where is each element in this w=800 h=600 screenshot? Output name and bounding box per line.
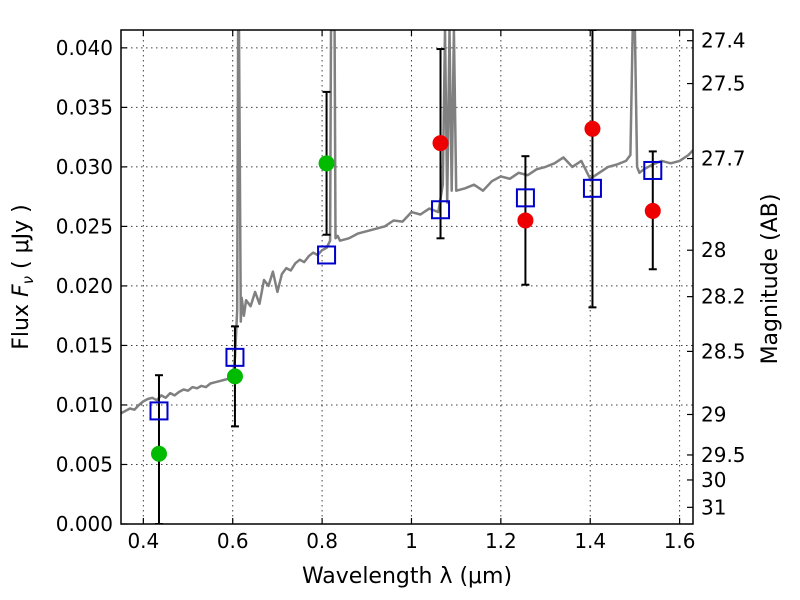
- hst-data-point: [226, 368, 243, 385]
- y2-tick-label: 31: [701, 495, 726, 519]
- ir-data-point: [584, 120, 601, 137]
- y-axis-label-units: ( μJy ): [9, 204, 34, 276]
- data-markers: [149, 120, 663, 462]
- y-tick-label: 0.035: [56, 95, 113, 119]
- y-axis-label-symbol: F: [9, 284, 34, 297]
- x-tick-label: 0.4: [127, 529, 159, 553]
- x-tick-label: 0.8: [306, 529, 338, 553]
- model-band-square: [225, 347, 245, 367]
- y-tick-label: 0.000: [56, 512, 113, 536]
- ir-data-point: [517, 212, 534, 229]
- y2-tick-label: 28.5: [701, 339, 746, 363]
- y-tick-label: 0.020: [56, 274, 113, 298]
- y2-axis-label: Magnitude (AB): [758, 194, 783, 365]
- ir-data-point: [644, 202, 661, 219]
- y-tick-label: 0.010: [56, 393, 113, 417]
- model-band-square: [582, 178, 602, 198]
- plot-frame: [120, 29, 694, 525]
- y2-tick-label: 29.5: [701, 443, 746, 467]
- y2-tick-label: 28: [701, 238, 726, 262]
- axis-ticks: 0.4 0.6 0.8 1 1.2 1.4 1.6 0.000 0.005 0.010 0.015 0…: [56, 29, 746, 553]
- y2-tick-label: 29: [701, 402, 726, 426]
- model-band-square: [431, 200, 451, 220]
- y-axis-label: Flux Fν ( μJy ): [9, 204, 37, 349]
- model-band-square: [149, 401, 169, 421]
- y-axis-label-text: Flux: [9, 297, 34, 350]
- x-axis-label: Wavelength λ (μm): [302, 564, 512, 589]
- model-spectrum: [121, 30, 693, 415]
- error-bars: [154, 30, 657, 524]
- x-tick-label: 1.4: [574, 529, 606, 553]
- y-tick-label: 0.040: [56, 36, 113, 60]
- x-tick-label: 0.6: [217, 529, 249, 553]
- y-tick-label: 0.030: [56, 155, 113, 179]
- y-axis-label-subscript: ν: [19, 276, 37, 284]
- y-tick-label: 0.015: [56, 333, 113, 357]
- y2-tick-label: 27.7: [701, 147, 746, 171]
- y2-tick-label: 27.4: [701, 29, 746, 53]
- x-tick-label: 1.2: [485, 529, 517, 553]
- grid: [121, 30, 693, 525]
- y2-tick-label: 28.2: [701, 285, 746, 309]
- model-band-square: [317, 245, 337, 265]
- y2-tick-label: 27.5: [701, 72, 746, 96]
- hst-data-point: [150, 445, 167, 462]
- hst-data-point: [318, 155, 335, 172]
- model-band-square: [515, 188, 535, 208]
- y-tick-label: 0.005: [56, 452, 113, 476]
- x-tick-label: 1: [405, 529, 418, 553]
- ir-data-point: [432, 135, 449, 152]
- y2-tick-label: 30: [701, 468, 726, 492]
- x-tick-label: 1.6: [664, 529, 696, 553]
- model-band-square: [643, 160, 663, 180]
- y-tick-label: 0.025: [56, 214, 113, 238]
- model-spectrum-line: [121, 30, 693, 415]
